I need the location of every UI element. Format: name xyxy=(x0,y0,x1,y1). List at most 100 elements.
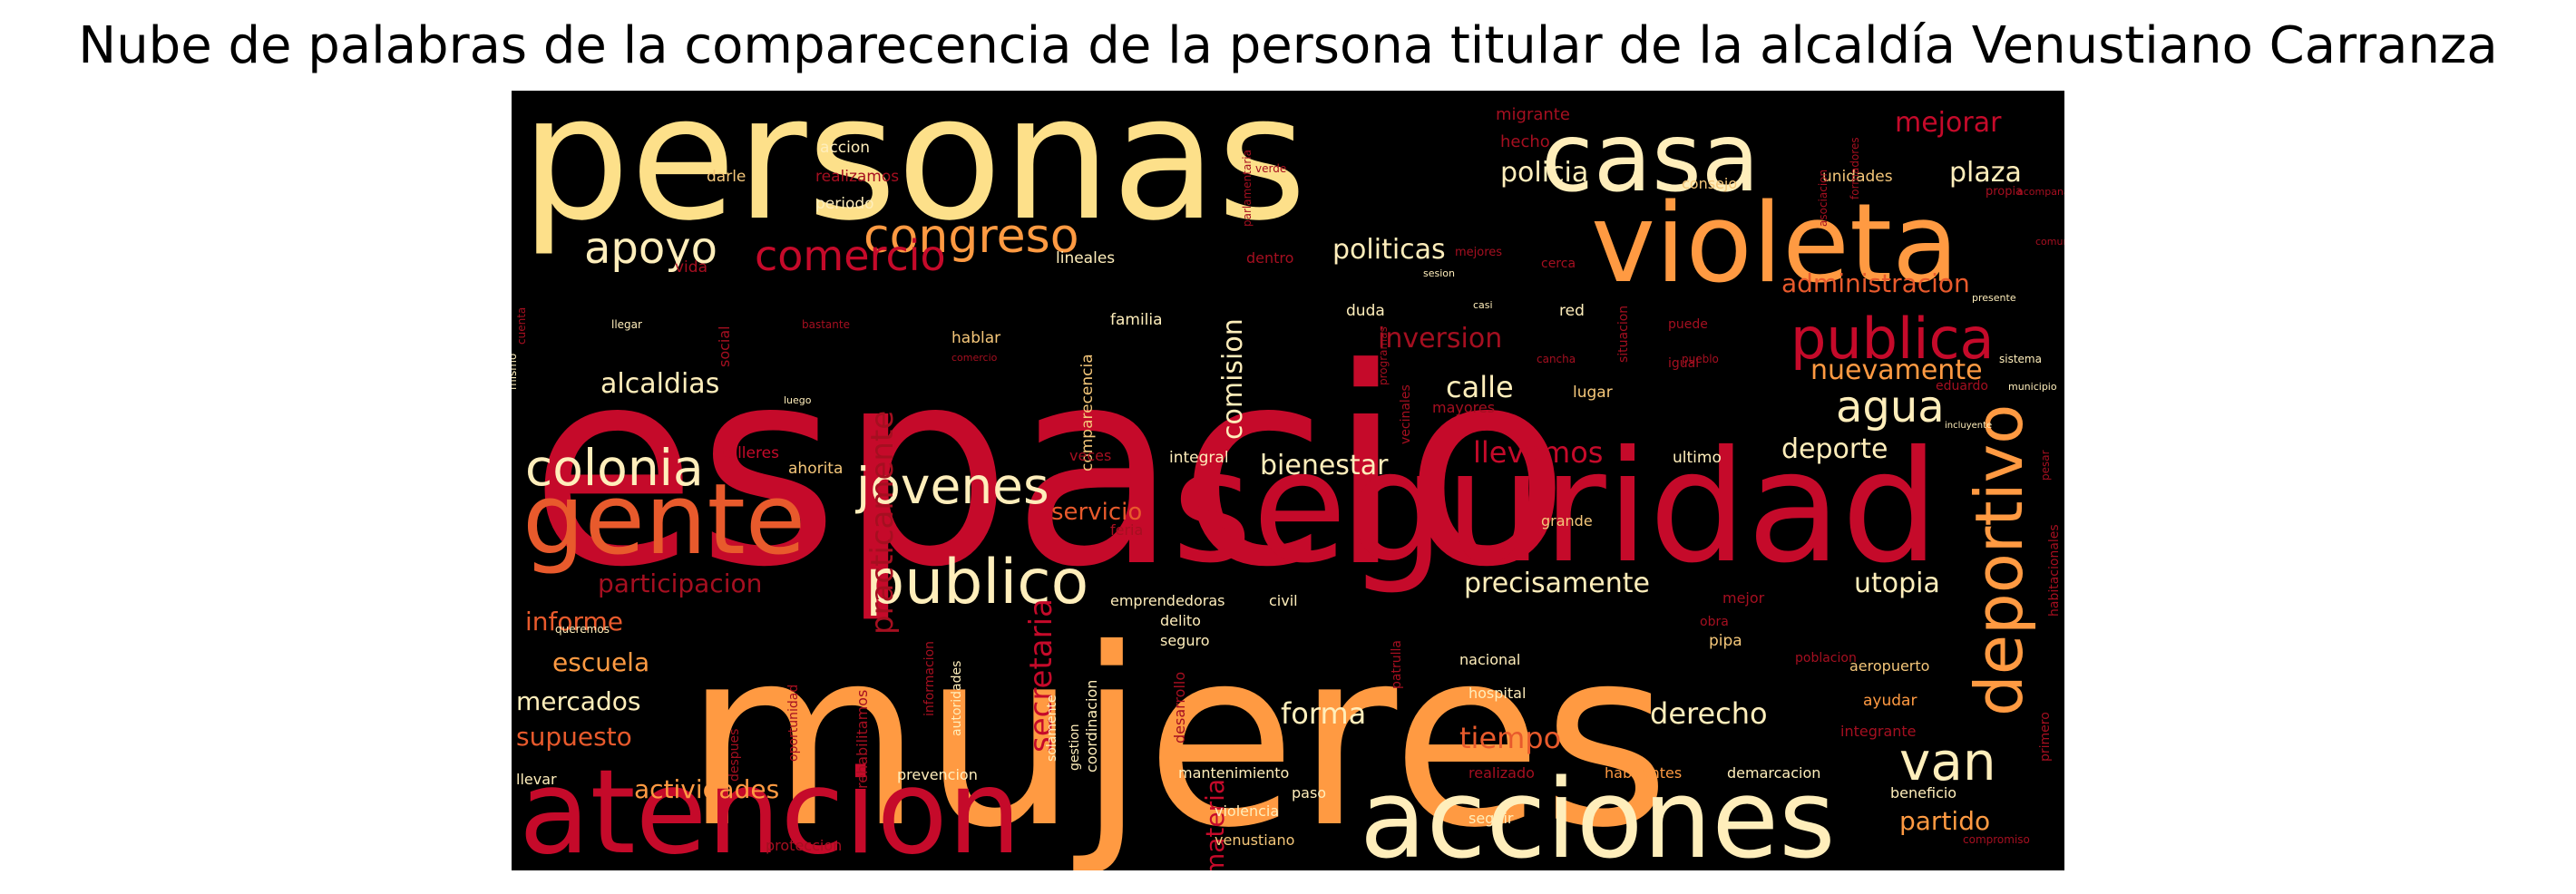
word-unidades: unidades xyxy=(1822,168,1893,186)
word-desarrollo: desarrollo xyxy=(1171,672,1188,743)
word-venustiano: venustiano xyxy=(1215,831,1294,849)
word-nuevamente: nuevamente xyxy=(1810,355,1983,386)
word-informe: informe xyxy=(525,607,623,636)
word-paso: paso xyxy=(1292,784,1326,802)
word-proteccion: proteccion xyxy=(766,837,842,854)
word-ahorita: ahorita xyxy=(788,460,843,478)
word-autoridades: autoridades xyxy=(950,661,964,736)
word-forma: forma xyxy=(1281,696,1366,731)
word-civil: civil xyxy=(1269,592,1298,609)
word-delito: delito xyxy=(1160,612,1201,629)
word-comparecencia: comparecencia xyxy=(1078,354,1097,471)
word-congreso: congreso xyxy=(864,209,1079,264)
word-mujeres: mujeres xyxy=(684,596,1670,870)
word-mejores: mejores xyxy=(1455,246,1502,259)
word-cuenta: cuenta xyxy=(515,307,528,345)
word-servicio: servicio xyxy=(1051,499,1142,526)
word-secretaria: secretaria xyxy=(1023,598,1059,753)
word-violeta: violeta xyxy=(1591,181,1959,307)
word-habitacionales: habitacionales xyxy=(2047,524,2062,617)
word-oportunidad: oportunidad xyxy=(786,685,801,762)
word-plaza: plaza xyxy=(1949,157,2022,189)
word-utopia: utopia xyxy=(1854,568,1940,599)
word-grande: grande xyxy=(1541,512,1593,530)
word-vida: vida xyxy=(675,258,707,277)
word-rehabilitamos: rehabilitamos xyxy=(854,690,871,789)
word-administracion: administracion xyxy=(1781,268,1970,298)
word-gente: gente xyxy=(522,463,805,577)
word-despues: despues xyxy=(727,729,742,782)
word-materia: materia xyxy=(1200,779,1230,870)
word-consejo: consejo xyxy=(1682,175,1737,192)
word-policia: policia xyxy=(1500,157,1588,189)
word-vecinales: vecinales xyxy=(1399,384,1413,444)
word-agua: agua xyxy=(1836,382,1945,432)
word-escuela: escuela xyxy=(552,647,649,677)
word-talleres: talleres xyxy=(722,444,779,462)
word-patrulla: patrulla xyxy=(1390,640,1404,689)
word-espacio: espacio xyxy=(530,310,1570,627)
word-nacional: nacional xyxy=(1459,651,1520,668)
word-violencia: violencia xyxy=(1215,802,1279,820)
word-cerca: cerca xyxy=(1541,257,1576,271)
word-mismo: mismo xyxy=(512,354,519,390)
word-derecho: derecho xyxy=(1650,696,1768,731)
word-mercados: mercados xyxy=(516,686,640,716)
word-llevar: llevar xyxy=(516,771,557,788)
word-ayudar: ayudar xyxy=(1863,692,1917,710)
word-supuesto: supuesto xyxy=(516,722,632,752)
word-cloud: espacio mujeres personas seguridad atencion a… xyxy=(512,91,2064,870)
word-realizamos: realizamos xyxy=(815,168,899,186)
word-mantenimiento: mantenimiento xyxy=(1178,764,1289,782)
word-solamente: solamente xyxy=(1045,695,1059,762)
word-informacion: informacion xyxy=(922,641,937,716)
word-practicamente: practicamente xyxy=(864,411,901,635)
word-acompanar: acompanar xyxy=(2017,186,2064,198)
word-lugar: lugar xyxy=(1573,384,1613,402)
word-pueblo: pueblo xyxy=(1682,353,1719,365)
word-aeropuerto: aeropuerto xyxy=(1849,657,1929,675)
word-hecho: hecho xyxy=(1500,132,1550,151)
word-coordinacion: coordinacion xyxy=(1083,680,1100,773)
word-habitantes: habitantes xyxy=(1605,764,1682,782)
word-eduardo: eduardo xyxy=(1936,379,1988,394)
word-queremos: queremos xyxy=(555,623,610,636)
word-poblacion: poblacion xyxy=(1795,651,1857,666)
word-hospital: hospital xyxy=(1469,685,1526,702)
word-comercio: comercio xyxy=(951,352,998,364)
word-parlamentaria: parlamentaria xyxy=(1241,150,1254,227)
word-municipio: municipio xyxy=(2008,381,2057,393)
word-mejor: mejor xyxy=(1722,589,1765,607)
word-situacion: situacion xyxy=(1616,306,1631,363)
word-obra: obra xyxy=(1700,615,1729,629)
word-seguridad: seguridad xyxy=(1172,418,1939,598)
word-integral: integral xyxy=(1169,449,1229,467)
word-acciones: acciones xyxy=(1360,757,1836,870)
word-casa: casa xyxy=(1541,102,1760,213)
word-colonia: colonia xyxy=(525,439,704,497)
word-realizado: realizado xyxy=(1469,764,1535,782)
word-lineales: lineales xyxy=(1056,249,1115,267)
word-actividades: actividades xyxy=(634,774,779,804)
word-programas: programas xyxy=(1377,326,1390,385)
word-asociacion: asociacion xyxy=(1817,170,1830,227)
word-hablar: hablar xyxy=(951,329,1000,347)
word-gestion: gestion xyxy=(1068,724,1082,771)
word-deportivo: deportivo xyxy=(1961,404,2037,716)
word-precisamente: precisamente xyxy=(1464,568,1650,599)
chart-title: Nube de palabras de la comparecencia de … xyxy=(78,16,2498,75)
word-apoyo: apoyo xyxy=(584,223,717,274)
word-verde: verde xyxy=(1255,162,1286,175)
word-prevencion: prevencion xyxy=(897,766,978,783)
word-inversion: inversion xyxy=(1378,323,1502,355)
word-sistema: sistema xyxy=(1999,353,2042,365)
word-jovenes: jovenes xyxy=(855,457,1049,515)
word-sesion: sesion xyxy=(1423,267,1455,279)
word-primero: primero xyxy=(2038,712,2053,762)
word-cancha: cancha xyxy=(1537,353,1576,365)
word-social: social xyxy=(716,326,733,367)
word-feria: feria xyxy=(1110,521,1143,539)
word-comision: comision xyxy=(1217,318,1249,440)
word-pipa: pipa xyxy=(1709,632,1742,650)
word-comunidad: comunidad xyxy=(2035,236,2064,248)
